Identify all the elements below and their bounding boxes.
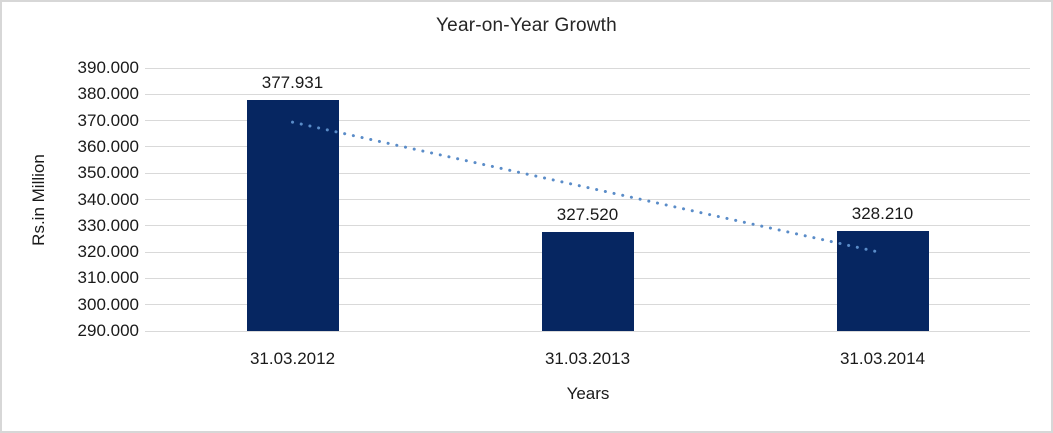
y-tick-label: 340.000 [77,189,139,209]
y-tick-label: 310.000 [77,268,139,288]
y-tick-label: 320.000 [77,242,139,262]
y-tick-label: 380.000 [77,84,139,104]
x-tick-label: 31.03.2012 [249,349,336,368]
gridline [145,120,1030,122]
bar-data-label: 377.931 [261,72,324,92]
bar [541,232,634,331]
y-tick-label: 390.000 [77,58,139,77]
x-tick-label: 31.03.2014 [839,349,926,368]
gridline [145,330,1030,332]
y-tick-label: 370.000 [77,110,139,130]
bar [836,230,929,331]
bar-data-label: 327.520 [556,205,619,225]
y-tick-label: 300.000 [77,294,139,314]
y-tick-label: 350.000 [77,163,139,183]
y-tick-label: 290.000 [77,321,139,340]
bar [246,99,339,331]
gridline [145,67,1030,69]
chart-title: Year-on-Year Growth [436,15,617,36]
bar-data-label: 328.210 [851,203,914,223]
x-tick-label: 31.03.2013 [544,349,631,368]
x-axis-title: Years [566,384,610,403]
y-tick-label: 330.000 [77,215,139,235]
y-tick-label: 360.000 [77,136,139,156]
gridline [145,93,1030,95]
